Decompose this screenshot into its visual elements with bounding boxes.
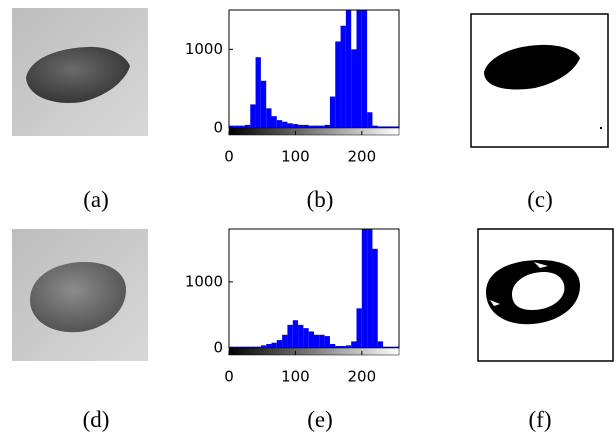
bar	[276, 120, 283, 128]
bar	[276, 340, 283, 348]
bar	[298, 124, 304, 128]
bar	[234, 125, 240, 128]
x-tick-label: 0	[224, 148, 234, 166]
bar	[266, 344, 272, 348]
bar	[287, 324, 293, 348]
bar	[260, 345, 267, 348]
bar	[319, 125, 325, 128]
panel-label: (f)	[529, 407, 552, 432]
bar	[324, 336, 330, 348]
bar	[287, 123, 293, 128]
bar	[229, 346, 235, 348]
bar	[372, 125, 378, 128]
bar	[244, 346, 251, 348]
bar	[282, 121, 288, 128]
bar	[383, 346, 389, 348]
bar	[377, 341, 384, 348]
bar	[282, 334, 288, 348]
bar	[303, 328, 309, 348]
bar	[292, 320, 299, 348]
y-tick-label: 1000	[185, 40, 223, 58]
y-tick-label: 0	[213, 339, 223, 357]
bar	[266, 108, 272, 128]
panel-label: (c)	[527, 187, 553, 212]
x-tick-label: 200	[347, 368, 376, 386]
panel-label: (b)	[307, 187, 334, 212]
bar	[314, 125, 320, 128]
bar	[388, 126, 394, 128]
bar	[393, 346, 399, 348]
bar	[229, 125, 235, 128]
colorbar	[228, 127, 400, 136]
bar	[271, 116, 277, 128]
bar	[250, 346, 256, 348]
bar	[351, 49, 357, 129]
bar	[388, 346, 394, 348]
bar	[308, 125, 314, 128]
panel-label: (e)	[307, 407, 333, 432]
bar	[292, 124, 299, 128]
bar	[329, 344, 336, 348]
bar	[361, 10, 368, 128]
binary-f	[477, 228, 614, 362]
bar	[361, 229, 368, 348]
bar	[324, 124, 330, 128]
bar	[255, 57, 261, 129]
bar	[377, 126, 384, 128]
bar	[250, 104, 256, 128]
bar	[335, 346, 341, 348]
bar	[239, 125, 245, 128]
x-tick-label: 100	[281, 148, 310, 166]
bar	[314, 334, 320, 348]
bar	[356, 308, 362, 348]
binary-c	[470, 13, 609, 148]
bar	[244, 124, 251, 128]
y-tick-label: 1000	[185, 272, 223, 290]
bar	[356, 10, 362, 128]
panel-label: (d)	[83, 407, 110, 432]
y-tick-label: 0	[213, 119, 223, 137]
bar	[367, 229, 373, 348]
bar	[319, 334, 325, 348]
bar	[340, 25, 346, 128]
x-tick-label: 0	[224, 368, 234, 386]
x-tick-label: 100	[281, 368, 310, 386]
bar	[335, 41, 341, 128]
photo-d	[12, 229, 148, 361]
panel-label: (a)	[83, 187, 109, 212]
bar	[345, 345, 352, 348]
bar	[303, 124, 309, 128]
photo-a	[12, 8, 148, 136]
bar	[351, 341, 357, 348]
x-tick-label: 200	[347, 148, 376, 166]
colorbar	[228, 347, 400, 356]
bar	[298, 324, 304, 348]
bar	[340, 346, 346, 348]
bar	[260, 80, 267, 128]
bar	[239, 346, 245, 348]
bar	[271, 342, 277, 348]
bar	[393, 126, 399, 128]
bar	[234, 346, 240, 348]
bar	[367, 112, 373, 128]
bar	[345, 10, 352, 128]
bar	[255, 346, 261, 348]
bar	[329, 96, 336, 128]
bar	[372, 248, 378, 348]
bar	[308, 331, 314, 348]
bar	[383, 126, 389, 128]
